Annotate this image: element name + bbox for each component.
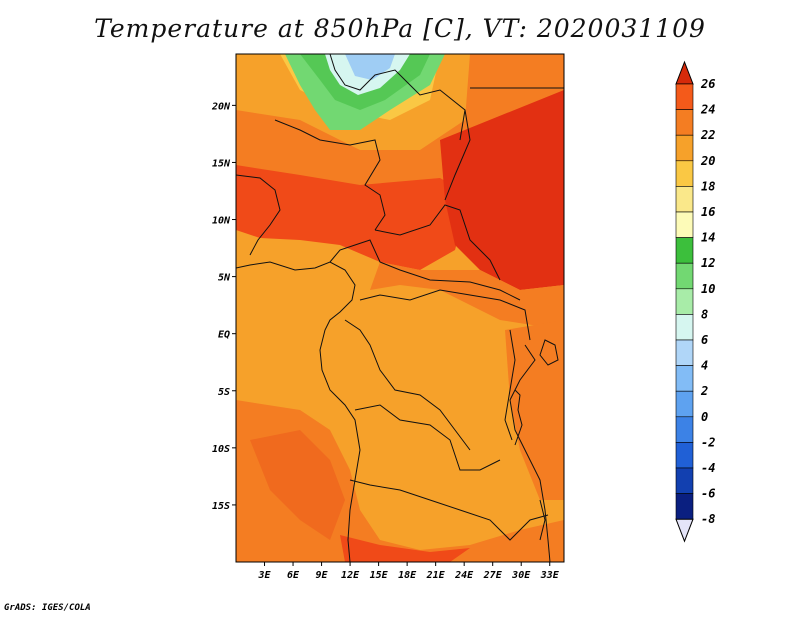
temperature-field <box>236 54 564 562</box>
colorbar-swatch <box>675 109 694 136</box>
lake-malawi <box>539 499 546 541</box>
y-tick-label: 15N <box>212 158 231 169</box>
x-tick-label: 15E <box>370 570 389 581</box>
coastline-west <box>236 261 361 562</box>
x-tick-label: 24E <box>454 570 474 581</box>
y-tick-label: 15S <box>212 501 230 512</box>
colorbar-label: 20 <box>700 154 715 168</box>
border-car <box>329 239 521 301</box>
colorbar-swatch <box>675 416 694 443</box>
x-axis: 3E 6E 9E 12E 15E 18E 21E 24E 27E 30E 33E <box>257 562 560 581</box>
border-north <box>329 54 466 141</box>
colorbar-label: -2 <box>701 435 715 449</box>
colorbar-label: 2 <box>700 384 708 398</box>
colorbar-swatch <box>675 262 694 290</box>
colorbar-swatch <box>675 493 694 520</box>
field-south-west-hot <box>250 430 345 540</box>
x-tick-label: 9E <box>316 570 329 581</box>
colorbar-label: 0 <box>701 410 708 424</box>
y-tick-label: 5S <box>218 387 230 398</box>
colorbar-label: 12 <box>701 256 715 270</box>
colorbar-label: 10 <box>701 282 715 296</box>
border-chad <box>374 204 501 281</box>
colorbar-swatch <box>675 467 694 494</box>
field-hot-west <box>236 165 470 270</box>
colorbar-label: -6 <box>701 487 715 501</box>
colorbar-swatch <box>675 237 694 264</box>
y-tick-label: 10S <box>212 444 230 455</box>
colorbar-label: 4 <box>701 359 708 373</box>
border-lakes <box>504 329 516 441</box>
coastline-east <box>509 344 551 562</box>
colorbar-swatch <box>675 365 694 392</box>
colorbar-swatch <box>675 160 694 187</box>
colorbar-label: -4 <box>701 461 715 475</box>
border-sudan-west <box>444 109 471 201</box>
x-tick-label: 21E <box>426 570 446 581</box>
grads-credit: GrADS: IGES/COLA <box>4 603 91 613</box>
x-tick-label: 27E <box>483 570 503 581</box>
colorbar-label: 26 <box>700 77 715 91</box>
field-central-orange <box>370 262 564 330</box>
colorbar-label: 24 <box>700 103 715 117</box>
field-south-hot <box>340 535 470 562</box>
y-axis: 20N 15N 10N 5N EQ 5S 10S 15S <box>211 101 236 512</box>
colorbar-swatch <box>675 390 694 418</box>
colorbar-swatch <box>675 211 694 238</box>
colorbar-swatch <box>675 186 694 213</box>
colorbar-swatch <box>675 134 694 162</box>
lake-victoria <box>539 339 559 366</box>
colorbar-swatch <box>675 442 694 469</box>
x-tick-label: 18E <box>398 570 417 581</box>
border-niger <box>274 119 386 231</box>
y-tick-label: 20N <box>211 101 231 112</box>
colorbar-label: 6 <box>701 333 708 347</box>
colorbar-bottom-arrow <box>675 518 694 543</box>
chart-title: Temperature at 850hPa [C], VT: 202003110… <box>94 14 706 43</box>
x-tick-label: 6E <box>287 570 300 581</box>
colorbar-swatch <box>675 339 694 366</box>
colorbar-swatch <box>675 314 694 341</box>
x-tick-label: 30E <box>511 570 531 581</box>
x-tick-label: 12E <box>341 570 360 581</box>
plot-frame <box>235 53 565 563</box>
border-drc-west <box>344 319 471 451</box>
y-tick-label: EQ <box>218 330 230 341</box>
y-tick-label: 10N <box>212 216 231 227</box>
colorbar-top-arrow <box>675 60 694 85</box>
colorbar-label: 14 <box>701 231 715 245</box>
field-blue <box>345 54 395 80</box>
border-angola <box>354 404 501 471</box>
coastlines <box>236 54 564 562</box>
field-east-orange <box>505 320 564 500</box>
colorbar-label: 8 <box>701 307 708 321</box>
y-tick-label: 5N <box>218 273 231 284</box>
x-tick-label: 33E <box>540 570 560 581</box>
colorbar-swatch <box>675 83 694 110</box>
border-west-africa <box>236 174 281 256</box>
colorbar-label: 22 <box>700 128 715 142</box>
field-hot-east <box>440 90 564 290</box>
x-tick-label: 3E <box>257 570 271 581</box>
colorbar-swatch <box>675 288 694 315</box>
colorbar-label: 16 <box>701 205 715 219</box>
border-south <box>349 479 549 541</box>
colorbar-label: -8 <box>701 512 715 526</box>
lake-tanganyika <box>514 389 523 446</box>
border-drc-north <box>359 289 531 341</box>
colorbar-label: 18 <box>701 179 715 193</box>
